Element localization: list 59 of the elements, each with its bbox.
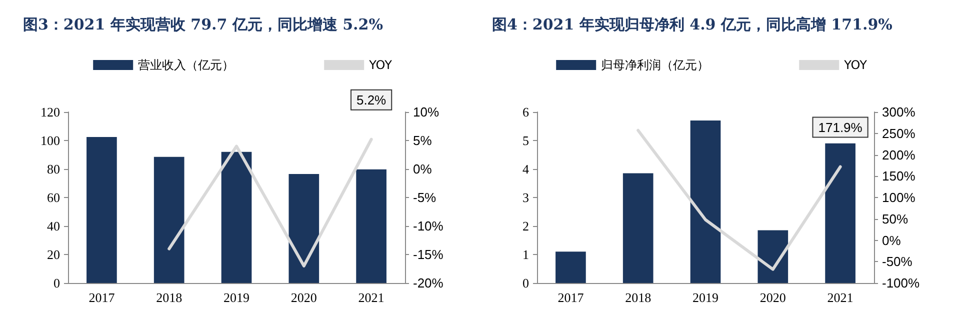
y2-tick-label: 0% xyxy=(882,232,902,248)
legend-label: 营业收入（亿元） xyxy=(138,58,234,72)
x-tick-label: 2018 xyxy=(625,290,652,305)
y-tick-label: 0 xyxy=(54,276,60,290)
y-tick-label: 6 xyxy=(522,104,530,120)
x-tick-label: 2018 xyxy=(156,290,182,305)
y2-tick-label: 200% xyxy=(882,147,916,162)
y2-tick-label: -10% xyxy=(413,218,444,234)
x-tick-label: 2019 xyxy=(692,290,718,305)
chart-title: 图3：2021 年实现营收 79.7 亿元，同比增速 5.2% xyxy=(23,16,383,34)
legend-label: 归母净利润（亿元） xyxy=(601,58,710,72)
legend-label: YOY xyxy=(368,58,393,72)
y2-tick-label: 10% xyxy=(413,104,440,120)
y2-tick-label: -100% xyxy=(882,276,920,290)
y2-tick-label: -5% xyxy=(413,190,437,205)
x-tick-label: 2017 xyxy=(558,290,584,305)
x-tick-label: 2017 xyxy=(88,290,116,305)
legend-label: YOY xyxy=(843,58,868,72)
y2-tick-label: 250% xyxy=(882,126,916,141)
data-label: 5.2% xyxy=(356,92,387,108)
bar xyxy=(288,174,320,283)
y-tick-label: 3 xyxy=(522,190,529,205)
y-tick-label: 60 xyxy=(47,190,60,205)
y-tick-label: 40 xyxy=(47,218,60,234)
y2-tick-label: 0% xyxy=(413,162,432,176)
y-tick-label: 2 xyxy=(522,218,529,234)
bar xyxy=(758,230,788,283)
x-tick-label: 2021 xyxy=(827,290,854,305)
bar xyxy=(86,136,117,283)
y2-tick-label: -15% xyxy=(413,247,444,262)
x-tick-label: 2021 xyxy=(358,290,384,305)
y-tick-label: 1 xyxy=(522,247,529,262)
y-tick-label: 0 xyxy=(522,276,529,290)
y-tick-label: 4 xyxy=(522,162,530,176)
y2-tick-label: 5% xyxy=(413,133,432,148)
y2-tick-label: 50% xyxy=(882,211,908,226)
line-series xyxy=(168,138,373,268)
y2-tick-label: -50% xyxy=(882,254,913,270)
chart-title: 图4：2021 年实现归母净利 4.9 亿元，同比高增 171.9% xyxy=(492,16,892,34)
bar xyxy=(356,169,386,283)
y2-tick-label: 100% xyxy=(882,190,916,205)
y-tick-label: 5 xyxy=(522,133,529,148)
bar xyxy=(622,173,654,283)
x-tick-label: 2019 xyxy=(224,290,250,305)
y-tick-label: 20 xyxy=(47,247,60,262)
y-tick-label: 100 xyxy=(40,133,60,148)
y2-tick-label: 150% xyxy=(882,168,916,184)
y2-tick-label: -20% xyxy=(413,276,444,290)
x-tick-label: 2020 xyxy=(290,290,317,305)
x-tick-label: 2020 xyxy=(760,290,786,305)
bar xyxy=(556,252,586,283)
y-tick-label: 120 xyxy=(40,104,60,120)
bar xyxy=(690,120,721,283)
bar xyxy=(825,143,856,283)
y2-tick-label: 300% xyxy=(882,104,916,120)
y-tick-label: 80 xyxy=(47,162,60,176)
data-label: 171.9% xyxy=(818,120,863,135)
bar xyxy=(154,156,184,283)
bar xyxy=(221,152,252,283)
